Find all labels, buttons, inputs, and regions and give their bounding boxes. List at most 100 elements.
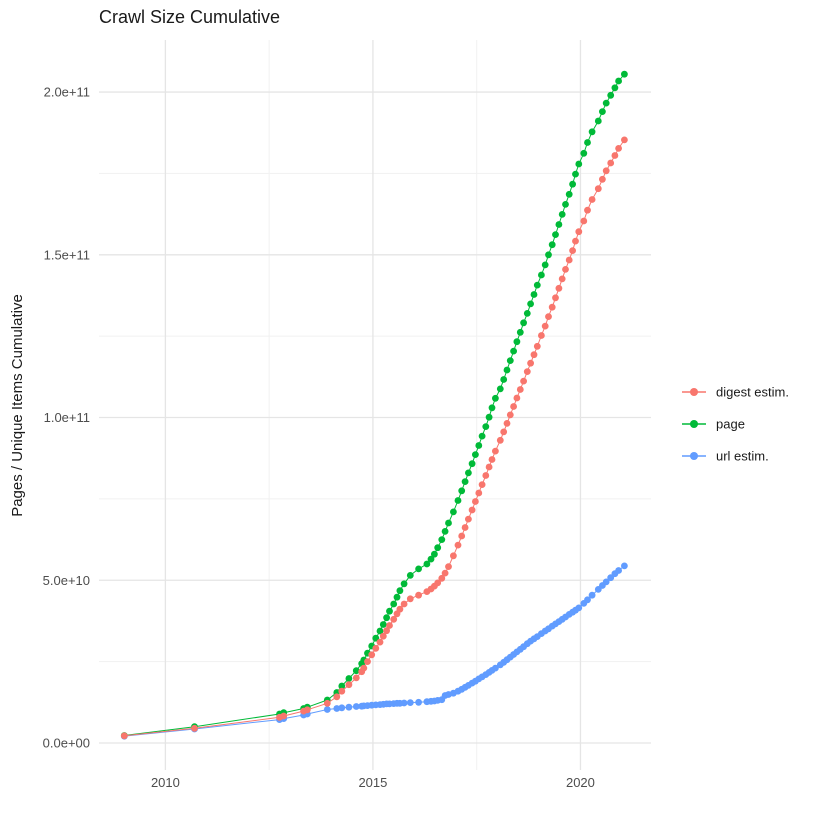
series-point-page (383, 614, 390, 622)
series-point-digest-estim- (386, 622, 393, 629)
series-point-page (575, 160, 583, 168)
series-point-digest-estim- (506, 411, 514, 419)
series-point-url-estim- (323, 706, 331, 713)
series-point-digest-estim- (565, 256, 573, 264)
series-point-page (400, 580, 408, 588)
series-point-digest-estim- (441, 569, 449, 577)
series-point-digest-estim- (533, 342, 541, 350)
series-point-digest-estim- (621, 136, 628, 144)
y-tick-label: 1.5e+11 (44, 247, 90, 262)
series-point-page (379, 621, 387, 628)
series-point-page (621, 70, 628, 78)
series-point-digest-estim- (541, 322, 549, 330)
series-point-page (338, 682, 346, 690)
series-point-digest-estim- (516, 386, 524, 393)
series-point-page (607, 91, 615, 99)
series-point-page (496, 385, 504, 393)
series-point-digest-estim- (569, 247, 576, 255)
series-point-page (434, 544, 442, 552)
series-point-page (513, 338, 521, 346)
series-point-url-estim- (406, 699, 414, 706)
y-tick-label: 0.0e+00 (43, 735, 90, 750)
series-point-page (482, 423, 490, 430)
series-point-page (588, 128, 596, 136)
series-point-page (572, 170, 579, 178)
y-tick-label: 1.0e+11 (44, 410, 90, 425)
series-point-page (386, 607, 393, 615)
series-point-url-estim- (584, 596, 591, 604)
series-point-page (475, 442, 483, 449)
series-point-digest-estim- (280, 712, 288, 720)
series-point-page (584, 139, 591, 146)
series-point-digest-estim- (594, 185, 602, 193)
series-point-digest-estim- (478, 481, 486, 488)
series-point-digest-estim- (562, 266, 569, 273)
series-point-digest-estim- (482, 472, 490, 479)
series-point-url-estim- (492, 664, 499, 672)
series-point-page (352, 667, 360, 675)
series-point-page (441, 528, 449, 535)
series-point-digest-estim- (400, 600, 408, 608)
series-point-digest-estim- (390, 615, 398, 623)
series-point-page (423, 560, 431, 568)
series-point-digest-estim- (434, 579, 442, 587)
series-point-digest-estim- (510, 403, 517, 410)
series-point-url-estim- (415, 698, 422, 706)
series-point-digest-estim- (496, 436, 504, 444)
series-point-page (445, 519, 452, 527)
series-point-digest-estim- (376, 638, 384, 646)
series-point-page (599, 108, 606, 115)
series-point-digest-estim- (548, 303, 556, 311)
series-point-page (488, 404, 496, 412)
series-point-digest-estim- (607, 159, 615, 167)
series-point-digest-estim- (445, 563, 452, 570)
series-point-page (545, 251, 552, 259)
series-point-page (472, 451, 479, 458)
series-point-page (500, 376, 508, 383)
series-point-digest-estim- (555, 284, 563, 292)
series-point-digest-estim- (520, 377, 527, 385)
series-point-page (530, 291, 538, 298)
x-tick-label: 2010 (151, 775, 180, 790)
series-point-digest-estim- (572, 237, 579, 245)
series-point-page (548, 241, 556, 249)
series-point-digest-estim- (500, 428, 508, 436)
series-point-page (580, 149, 588, 157)
legend-key-dot (690, 420, 698, 428)
series-point-digest-estim- (599, 175, 606, 183)
series-point-page (427, 555, 435, 563)
series-point-page (492, 394, 499, 402)
series-point-page (558, 211, 566, 218)
series-point-digest-estim- (338, 687, 346, 695)
series-point-page (376, 627, 384, 635)
y-tick-label: 2.0e+11 (44, 85, 90, 100)
series-point-page (602, 99, 610, 107)
series-point-digest-estim- (488, 456, 496, 463)
series-point-digest-estim- (523, 368, 531, 375)
series-point-digest-estim- (191, 724, 198, 732)
series-point-digest-estim- (472, 498, 479, 505)
series-point-url-estim- (602, 578, 610, 586)
series-point-digest-estim- (396, 605, 404, 613)
series-point-digest-estim- (383, 627, 390, 635)
legend-label: page (716, 417, 745, 432)
series-point-digest-estim- (492, 447, 499, 455)
series-point-digest-estim- (438, 574, 446, 582)
series-point-url-estim- (621, 562, 628, 570)
series-point-page (461, 478, 469, 485)
series-point-digest-estim- (527, 359, 534, 367)
series-point-page (406, 572, 414, 579)
series-point-page (594, 117, 602, 125)
series-point-page (454, 497, 462, 504)
series-point-digest-estim- (323, 699, 331, 707)
series-point-digest-estim- (611, 152, 619, 159)
series-point-digest-estim- (615, 145, 622, 152)
series-point-page (458, 487, 466, 495)
series-point-digest-estim- (503, 420, 511, 427)
series-point-page (485, 413, 493, 421)
series-point-page (438, 536, 446, 543)
series-point-url-estim- (400, 699, 408, 707)
series-point-digest-estim- (530, 351, 538, 359)
series-point-digest-estim- (538, 332, 545, 339)
